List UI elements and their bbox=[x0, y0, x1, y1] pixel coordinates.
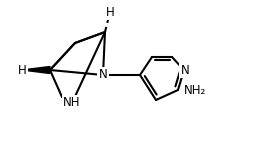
Text: H: H bbox=[18, 63, 26, 76]
Text: NH₂: NH₂ bbox=[184, 83, 206, 97]
Text: NH: NH bbox=[63, 97, 81, 110]
Polygon shape bbox=[22, 66, 50, 73]
Text: N: N bbox=[99, 69, 107, 82]
Text: N: N bbox=[181, 63, 189, 76]
Text: H: H bbox=[106, 6, 114, 18]
